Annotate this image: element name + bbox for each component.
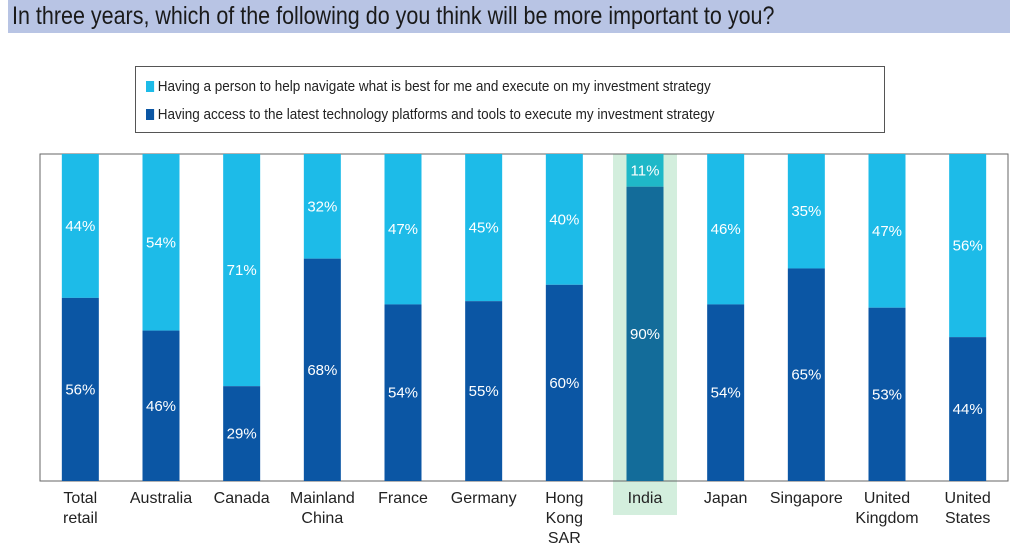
bar-person xyxy=(949,154,987,338)
data-label-technology: 44% xyxy=(953,401,983,418)
category-label: United xyxy=(945,490,991,507)
plot-frame xyxy=(39,153,1009,482)
bar-technology xyxy=(465,301,503,481)
category-label: States xyxy=(945,510,990,527)
category-label: Japan xyxy=(704,490,748,507)
data-label-person: 71% xyxy=(227,262,257,279)
category-label: United xyxy=(864,490,910,507)
category-label: China xyxy=(301,510,343,527)
bar-technology xyxy=(223,386,261,481)
legend-label-technology: Having access to the latest technology p… xyxy=(157,106,715,123)
category-label: Singapore xyxy=(770,490,843,507)
bar-technology xyxy=(384,304,422,481)
category-label: Total xyxy=(63,490,97,507)
bar-person xyxy=(61,154,99,298)
data-label-technology: 68% xyxy=(307,362,337,379)
data-label-technology: 90% xyxy=(630,326,660,343)
bar-technology xyxy=(949,337,987,481)
bar-person xyxy=(465,154,503,302)
data-label-person: 56% xyxy=(953,238,983,255)
chart-title: In three years, which of the following d… xyxy=(12,2,775,30)
bar-technology xyxy=(142,330,180,481)
data-label-technology: 65% xyxy=(791,367,821,384)
legend-label-person: Having a person to help navigate what is… xyxy=(157,78,711,95)
bar-person xyxy=(384,154,422,305)
bar-technology xyxy=(868,307,906,481)
data-label-technology: 54% xyxy=(388,385,418,402)
category-label: SAR xyxy=(548,530,581,546)
title-bar: In three years, which of the following d… xyxy=(8,0,1010,33)
bar-technology xyxy=(626,186,664,481)
data-label-technology: 54% xyxy=(711,385,741,402)
data-label-technology: 46% xyxy=(146,398,176,415)
category-label: Canada xyxy=(214,490,270,507)
data-label-technology: 29% xyxy=(227,426,257,443)
bar-person xyxy=(707,154,745,305)
data-label-technology: 60% xyxy=(549,375,579,392)
bar-technology xyxy=(303,258,341,481)
category-label: Mainland xyxy=(290,490,355,507)
data-label-person: 44% xyxy=(65,218,95,235)
bar-person xyxy=(787,154,825,269)
legend-item-person: Having a person to help navigate what is… xyxy=(146,78,711,95)
data-label-person: 46% xyxy=(711,221,741,238)
data-label-person: 45% xyxy=(469,220,499,237)
data-label-technology: 53% xyxy=(872,386,902,403)
category-label: Kong xyxy=(546,510,583,527)
category-label: Australia xyxy=(130,490,192,507)
bar-person xyxy=(223,154,261,387)
category-label: France xyxy=(378,490,428,507)
legend-swatch-person xyxy=(146,81,155,92)
bar-person xyxy=(303,154,341,259)
data-label-technology: 56% xyxy=(65,381,95,398)
data-label-person: 11% xyxy=(631,162,660,179)
bar-person xyxy=(142,154,180,331)
data-label-person: 54% xyxy=(146,234,176,251)
bar-person xyxy=(626,154,664,187)
bar-technology xyxy=(707,304,745,481)
data-label-person: 40% xyxy=(549,211,579,228)
bar-technology xyxy=(787,268,825,481)
legend-swatch-technology xyxy=(146,109,155,120)
category-label: Germany xyxy=(451,490,517,507)
data-label-person: 47% xyxy=(872,223,902,240)
bar-technology xyxy=(545,284,583,481)
legend-item-technology: Having access to the latest technology p… xyxy=(146,106,714,123)
bar-technology xyxy=(61,297,99,481)
category-label: retail xyxy=(63,510,98,527)
bar-person xyxy=(868,154,906,308)
data-label-person: 47% xyxy=(388,221,418,238)
bar-person xyxy=(545,154,583,285)
category-label: Hong xyxy=(545,490,583,507)
data-label-person: 35% xyxy=(791,203,821,220)
category-label: India xyxy=(628,490,663,507)
legend: Having a person to help navigate what is… xyxy=(135,66,885,133)
data-label-technology: 55% xyxy=(469,383,499,400)
data-label-person: 32% xyxy=(307,198,337,215)
category-label: Kingdom xyxy=(855,510,918,527)
